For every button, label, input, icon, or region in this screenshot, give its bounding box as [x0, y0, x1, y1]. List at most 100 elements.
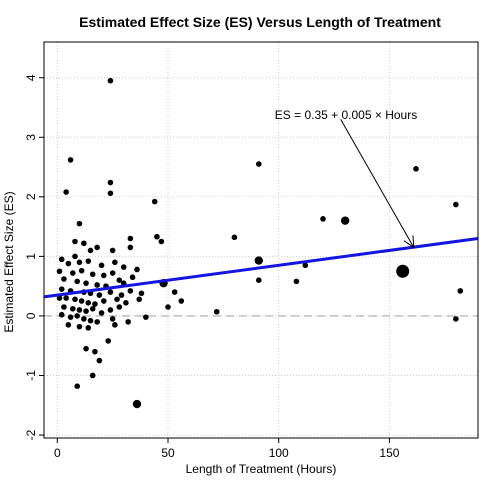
data-point	[413, 166, 419, 172]
data-point	[76, 307, 83, 313]
data-point	[74, 383, 81, 389]
data-point	[254, 256, 263, 265]
data-point	[72, 238, 78, 245]
data-point	[340, 216, 350, 225]
y-tick-label: 1	[24, 253, 38, 260]
data-point	[61, 276, 67, 282]
data-point	[94, 282, 100, 288]
data-point	[293, 278, 300, 285]
x-tick-label: 100	[269, 446, 289, 460]
data-point	[72, 296, 78, 303]
data-point	[56, 295, 63, 301]
data-point	[231, 234, 238, 241]
data-point	[320, 216, 326, 222]
x-axis-label: Length of Treatment (Hours)	[186, 462, 337, 476]
data-point	[61, 304, 67, 310]
data-point	[107, 77, 114, 84]
data-point	[94, 244, 100, 251]
data-point	[116, 277, 123, 283]
data-point	[178, 298, 185, 304]
data-point	[213, 308, 220, 315]
data-point	[105, 338, 112, 344]
data-point	[74, 313, 81, 319]
data-point	[83, 345, 89, 352]
data-point	[65, 322, 72, 328]
data-point	[132, 399, 142, 409]
data-point	[69, 270, 76, 276]
regression-line	[43, 237, 479, 299]
x-tick-label: 50	[161, 446, 175, 460]
y-tick-label: 4	[24, 74, 38, 81]
data-point	[81, 316, 87, 322]
data-point	[457, 288, 464, 294]
data-point	[116, 304, 123, 310]
data-point	[129, 274, 136, 281]
data-point	[453, 201, 459, 208]
data-point	[89, 372, 96, 379]
data-point	[78, 267, 85, 274]
data-point	[151, 198, 158, 205]
data-point	[127, 244, 134, 251]
data-point	[112, 322, 118, 328]
annotation-arrow-head	[403, 235, 415, 249]
data-point	[109, 247, 116, 254]
data-point	[89, 305, 96, 312]
data-point	[125, 319, 131, 325]
data-point	[120, 264, 127, 270]
data-point	[67, 157, 74, 163]
data-point	[83, 280, 89, 286]
data-point	[154, 233, 160, 240]
data-point	[107, 307, 114, 313]
data-point	[136, 296, 143, 303]
data-point	[96, 292, 103, 298]
data-point	[92, 301, 98, 307]
data-point	[65, 260, 72, 267]
data-point	[85, 325, 92, 331]
data-point	[255, 161, 262, 167]
data-point	[63, 295, 69, 301]
data-point	[87, 247, 94, 254]
data-point	[127, 235, 134, 242]
data-point	[96, 357, 103, 364]
data-point	[109, 316, 116, 322]
data-point	[134, 266, 140, 273]
x-tick-label: 150	[379, 446, 399, 460]
data-point	[302, 262, 309, 269]
annotation-arrow-shaft	[340, 119, 415, 248]
data-point	[58, 286, 65, 292]
y-tick-label: -1	[24, 370, 38, 381]
y-tick-label: 0	[24, 312, 38, 319]
regression-annotation: ES = 0.35 + 0.005 × Hours	[275, 108, 417, 249]
data-point	[58, 256, 65, 263]
data-point	[114, 296, 120, 303]
y-tick-label: 2	[24, 193, 38, 200]
data-point	[171, 289, 178, 295]
data-point	[63, 189, 69, 195]
y-tick-label: -2	[24, 429, 38, 440]
data-point	[396, 264, 410, 278]
y-axis-ticks: -2 -1 0 1 2 3 4	[24, 74, 44, 440]
data-point	[76, 323, 83, 330]
data-point	[58, 311, 65, 318]
data-point	[107, 289, 114, 295]
data-point	[127, 288, 134, 294]
data-point	[76, 259, 83, 266]
data-point	[69, 305, 76, 312]
data-point	[138, 290, 145, 297]
data-point	[81, 240, 87, 247]
data-point	[107, 190, 114, 197]
data-point	[98, 310, 105, 316]
data-point	[255, 277, 262, 283]
data-point	[109, 270, 116, 276]
data-point	[100, 272, 107, 279]
data-point	[89, 271, 96, 278]
data-point	[85, 300, 92, 306]
chart-title: Estimated Effect Size (ES) Versus Length…	[79, 14, 441, 30]
data-point	[76, 220, 83, 227]
data-point	[94, 319, 100, 325]
data-point	[100, 298, 107, 304]
plot-frame	[43, 41, 479, 439]
y-tick-label: 3	[24, 134, 38, 141]
